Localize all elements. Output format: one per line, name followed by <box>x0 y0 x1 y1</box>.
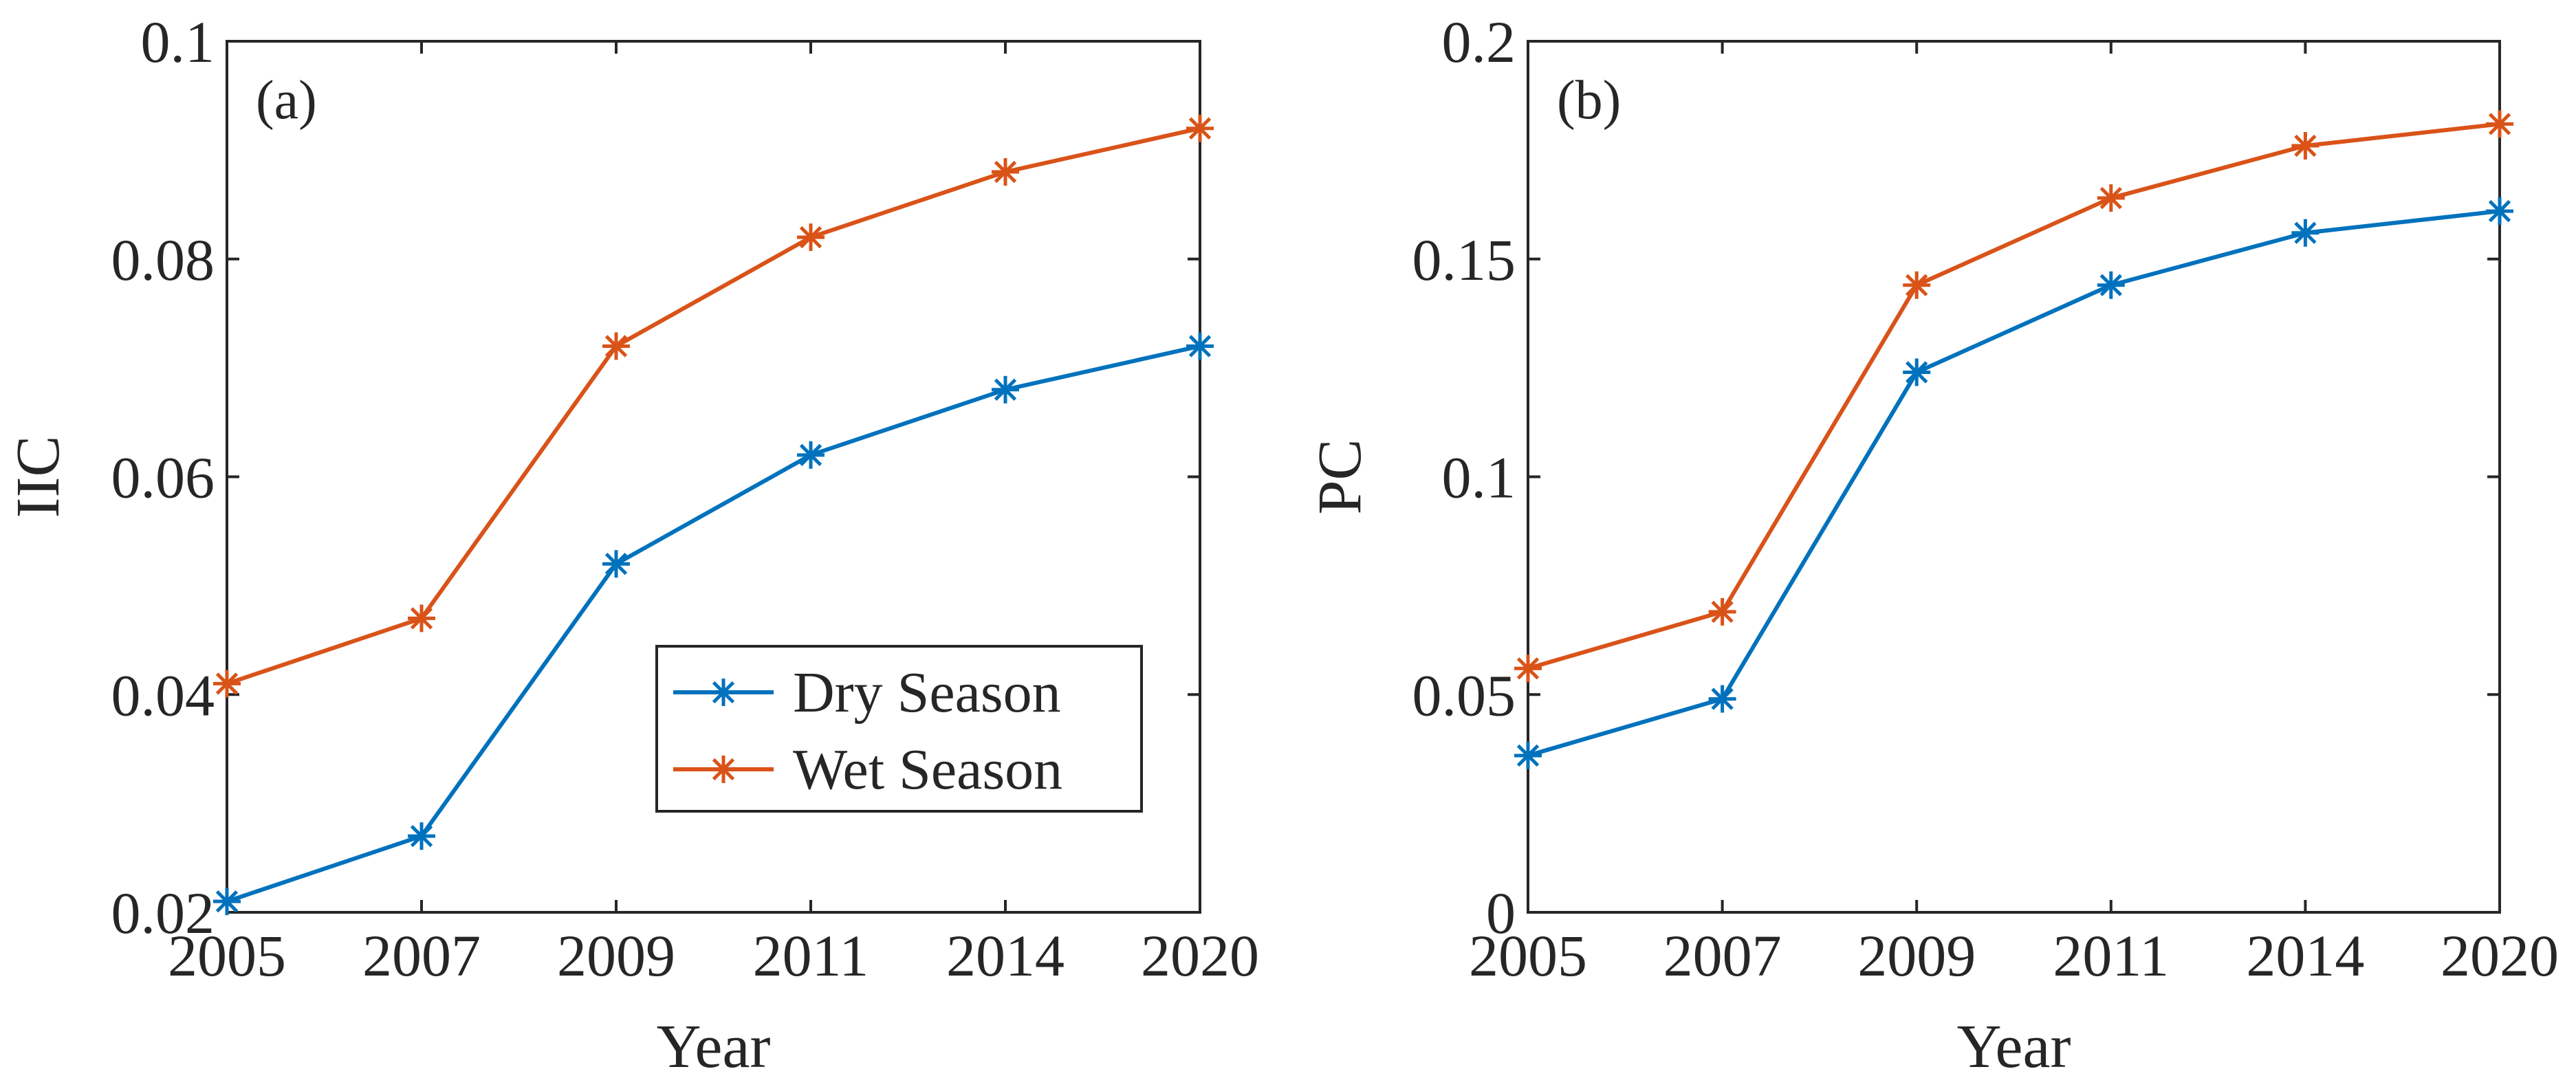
data-point-dry-season <box>1186 332 1214 360</box>
x-tick-label: 2009 <box>557 923 675 989</box>
panel-label: (b) <box>1557 70 1621 131</box>
x-axis-label: Year <box>657 1013 771 1081</box>
data-point-wet-season <box>408 604 435 632</box>
data-point-wet-season <box>2097 184 2125 212</box>
series-line-dry-season <box>226 344 1201 904</box>
data-point-dry-season <box>1903 358 1931 386</box>
x-tick-label: 2020 <box>2441 923 2559 989</box>
plot-area <box>1527 40 2501 914</box>
data-point-dry-season <box>213 888 241 916</box>
data-point-wet-season <box>992 158 1019 186</box>
x-axis-label: Year <box>1957 1013 2071 1081</box>
x-tick-label: 2009 <box>1857 923 1976 989</box>
x-tick-label: 2007 <box>362 923 481 989</box>
series-line-wet-season <box>226 126 1201 686</box>
legend-marker-wet-season <box>710 756 737 783</box>
data-point-dry-season <box>2486 197 2513 226</box>
y-tick-label: 0.15 <box>1412 227 1516 293</box>
x-tick-label: 2007 <box>1663 923 1782 989</box>
data-point-dry-season <box>1514 741 1542 769</box>
data-point-wet-season <box>2486 110 2513 138</box>
data-point-dry-season <box>2097 271 2125 299</box>
chart-pc-panel: 2005 2007 2009 2011 2014 2020 0 0.05 0.1 0.15 0.2 Y… <box>1306 9 2559 1081</box>
y-tick-label: 0.06 <box>111 445 215 511</box>
x-tick-label: 2014 <box>946 923 1065 989</box>
data-point-dry-season <box>2291 219 2320 247</box>
y-tick-label: 0.02 <box>111 880 215 946</box>
data-point-wet-season <box>1708 597 1736 626</box>
series-line-dry-season <box>1527 209 2500 758</box>
legend-marker-dry-season <box>710 679 737 706</box>
x-tick-label: 2014 <box>2246 923 2364 989</box>
panel-label: (a) <box>256 70 317 131</box>
x-tick-label: 2020 <box>1141 923 1259 989</box>
data-point-wet-season <box>213 670 241 698</box>
chart-iic-panel: 2005 2007 2009 2011 2014 2020 0.02 0.04 0.06 0.08… <box>4 9 1259 1081</box>
legend-label-dry-season: Dry Season <box>793 661 1061 725</box>
y-tick-label: 0.08 <box>111 227 215 293</box>
y-tick-label: 0.05 <box>1412 662 1516 728</box>
data-point-dry-season <box>992 375 1019 404</box>
data-point-dry-season <box>1708 685 1736 713</box>
y-tick-label: 0.1 <box>141 9 215 75</box>
y-tick-label: 0.04 <box>111 662 215 728</box>
series-line-wet-season <box>1527 122 2500 671</box>
y-axis-label: IIC <box>4 436 72 518</box>
y-tick-label: 0.1 <box>1442 445 1516 511</box>
legend: Dry Season Wet Season <box>655 645 1143 813</box>
y-axis-label: PC <box>1306 439 1374 514</box>
data-point-wet-season <box>1186 114 1214 142</box>
data-point-wet-season <box>1514 654 1542 683</box>
data-point-dry-season <box>797 441 825 469</box>
x-tick-label: 2011 <box>753 923 869 989</box>
data-point-wet-season <box>1903 271 1931 299</box>
x-tick-label: 2011 <box>2053 923 2169 989</box>
data-point-wet-season <box>602 332 630 360</box>
data-point-wet-season <box>2291 132 2320 160</box>
legend-box <box>655 645 1143 813</box>
y-tick-label: 0 <box>1486 880 1516 946</box>
x-tick-label: 2005 <box>1469 923 1587 989</box>
data-point-dry-season <box>602 550 630 578</box>
x-tick-label: 2005 <box>168 923 286 989</box>
data-point-dry-season <box>408 822 435 850</box>
legend-label-wet-season: Wet Season <box>793 738 1062 802</box>
data-point-wet-season <box>797 223 825 252</box>
y-tick-label: 0.2 <box>1442 9 1516 75</box>
